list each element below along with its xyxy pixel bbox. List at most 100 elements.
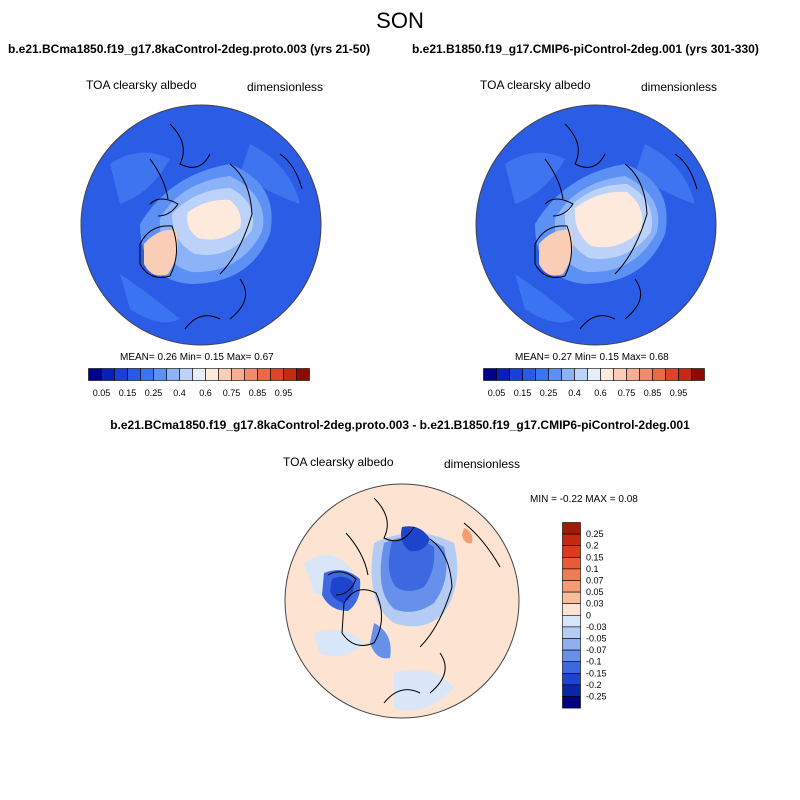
panel2-colorbar-swatch xyxy=(626,368,640,381)
diff-colorbar-swatch xyxy=(562,638,581,651)
diff-colorbar-swatch xyxy=(562,684,581,697)
diff-polar-map xyxy=(284,483,520,719)
diff-colorbar-swatch xyxy=(562,591,581,604)
diff-colorbar-swatch xyxy=(562,661,581,674)
panel1-colorbar-swatch xyxy=(218,368,232,381)
panel2-colorbar-swatch xyxy=(522,368,536,381)
panel2-colorbar-tick-label: 0.75 xyxy=(618,388,636,398)
panel2-field-label: TOA clearsky albedo xyxy=(480,78,591,92)
diff-title: b.e21.BCma1850.f19_g17.8kaControl-2deg.p… xyxy=(110,418,690,432)
panel1-colorbar-swatch xyxy=(127,368,141,381)
panel1-colorbar-tick-label: 0.85 xyxy=(249,388,267,398)
panel2-units-label: dimensionless xyxy=(641,80,718,94)
diff-colorbar-swatch xyxy=(562,603,581,616)
panel1-colorbar-swatch xyxy=(270,368,284,381)
diff-colorbar-tick-label: -0.25 xyxy=(586,692,607,702)
panel2-colorbar-tick-label: 0.95 xyxy=(670,388,688,398)
diff-stats: MIN = -0.22 MAX = 0.08 xyxy=(530,494,638,505)
panel1-field-label: TOA clearsky albedo xyxy=(86,78,197,92)
season-title: SON xyxy=(376,8,424,33)
diff-colorbar-swatch xyxy=(562,556,581,570)
diff-colorbar-tick-label: 0.1 xyxy=(586,564,599,574)
panel2-colorbar-swatch xyxy=(613,368,627,381)
diff-colorbar-tick-label: 0.05 xyxy=(586,587,604,597)
panel2-polar-map xyxy=(475,104,717,346)
panel1-colorbar-swatch xyxy=(257,368,271,381)
panel2-colorbar-swatch xyxy=(535,368,549,381)
panel1-polar-map xyxy=(80,104,322,346)
panel1-colorbar-swatch xyxy=(192,368,206,381)
diff-colorbar-tick-label: -0.07 xyxy=(586,645,607,655)
panel2-title: b.e21.B1850.f19_g17.CMIP6-piControl-2deg… xyxy=(412,42,759,56)
panel2-colorbar-tick-label: 0.4 xyxy=(568,388,581,398)
panel1-colorbar-tick-label: 0.4 xyxy=(173,388,186,398)
panel2-colorbar-swatch xyxy=(652,368,666,381)
panel1-colorbar-tick-label: 0.75 xyxy=(223,388,241,398)
diff-colorbar-tick-label: 0.25 xyxy=(586,529,604,539)
diff-colorbar-swatch xyxy=(562,626,581,639)
diff-colorbar-swatch xyxy=(562,568,581,581)
panel1-colorbar-swatch xyxy=(296,368,310,381)
panel2-colorbar-swatch xyxy=(665,368,679,381)
diff-colorbar-swatch xyxy=(562,673,581,686)
panel1-colorbar-swatch xyxy=(283,368,297,381)
panel1-colorbar-tick-label: 0.05 xyxy=(93,388,111,398)
panel1-colorbar-tick-label: 0.95 xyxy=(275,388,293,398)
panel2-colorbar-tick-label: 0.6 xyxy=(594,388,607,398)
panel2-colorbar-swatch xyxy=(483,368,497,381)
diff-colorbar-tick-label: 0.03 xyxy=(586,599,604,609)
panel2-colorbar-swatch xyxy=(678,368,692,381)
diff-field-label: TOA clearsky albedo xyxy=(283,455,394,469)
panel2-colorbar-swatch xyxy=(574,368,588,381)
panel1-colorbar-swatch xyxy=(140,368,154,381)
diff-colorbar-swatch xyxy=(562,649,581,663)
panel1-colorbar-swatch xyxy=(231,368,245,381)
panel2-colorbar: 0.05 0.15 0.25 0.4 0.6 0.75 0.85 0.95 xyxy=(483,368,705,398)
diff-colorbar-tick-label: 0.2 xyxy=(586,541,599,551)
panel1-colorbar-swatch xyxy=(166,368,180,381)
panel1-colorbar-swatch xyxy=(244,368,258,381)
panel2-colorbar-swatch xyxy=(509,368,523,381)
diff-colorbar-tick-label: -0.15 xyxy=(586,668,607,678)
panel1-colorbar-swatch xyxy=(205,368,219,381)
panel2-colorbar-swatch xyxy=(691,368,705,381)
panel2-colorbar-swatch xyxy=(561,368,575,381)
panel1-title: b.e21.BCma1850.f19_g17.8kaControl-2deg.p… xyxy=(8,42,371,56)
panel1-stats: MEAN= 0.26 Min= 0.15 Max= 0.67 xyxy=(120,352,274,363)
diff-colorbar-tick-label: 0.07 xyxy=(586,576,604,586)
diff-colorbar-swatch xyxy=(562,522,581,535)
diff-colorbar-swatch xyxy=(562,696,581,709)
panel2-colorbar-swatch xyxy=(587,368,601,381)
panel2-colorbar-swatch xyxy=(639,368,653,381)
panel1-units-label: dimensionless xyxy=(247,80,324,94)
panel2-stats: MEAN= 0.27 Min= 0.15 Max= 0.68 xyxy=(515,352,669,363)
diff-colorbar-tick-label: 0.15 xyxy=(586,552,604,562)
panel1-colorbar-tick-label: 0.15 xyxy=(119,388,137,398)
diff-colorbar-swatch xyxy=(562,615,581,628)
panel2-colorbar-tick-label: 0.25 xyxy=(540,388,558,398)
diff-colorbar: 0.250.20.150.10.070.050.030-0.03-0.05-0.… xyxy=(562,522,607,709)
panel1-colorbar-tick-label: 0.25 xyxy=(145,388,163,398)
diff-colorbar-tick-label: -0.03 xyxy=(586,622,607,632)
diff-colorbar-swatch xyxy=(562,533,581,547)
panel1-colorbar-swatch xyxy=(153,368,167,381)
diff-colorbar-tick-label: -0.1 xyxy=(586,657,602,667)
panel2-colorbar-tick-label: 0.05 xyxy=(488,388,506,398)
panel1-colorbar-swatch xyxy=(114,368,128,381)
diff-colorbar-tick-label: -0.05 xyxy=(586,634,607,644)
diff-colorbar-tick-label: 0 xyxy=(586,610,591,620)
panel2-colorbar-swatch xyxy=(548,368,562,381)
diff-units-label: dimensionless xyxy=(444,457,521,471)
panel2-colorbar-swatch xyxy=(496,368,510,381)
panel2-colorbar-tick-label: 0.85 xyxy=(644,388,662,398)
diff-colorbar-swatch xyxy=(562,580,581,593)
panel1-colorbar-swatch xyxy=(88,368,102,381)
panel2-colorbar-swatch xyxy=(600,368,614,381)
panel1-colorbar: 0.05 0.15 0.25 0.4 0.6 0.75 0.85 0.95 xyxy=(88,368,310,398)
panel1-colorbar-tick-label: 0.6 xyxy=(199,388,212,398)
diff-colorbar-swatch xyxy=(562,545,581,558)
panel1-colorbar-swatch xyxy=(101,368,115,381)
diff-colorbar-tick-label: -0.2 xyxy=(586,680,602,690)
panel2-colorbar-tick-label: 0.15 xyxy=(514,388,532,398)
panel1-colorbar-swatch xyxy=(179,368,193,381)
